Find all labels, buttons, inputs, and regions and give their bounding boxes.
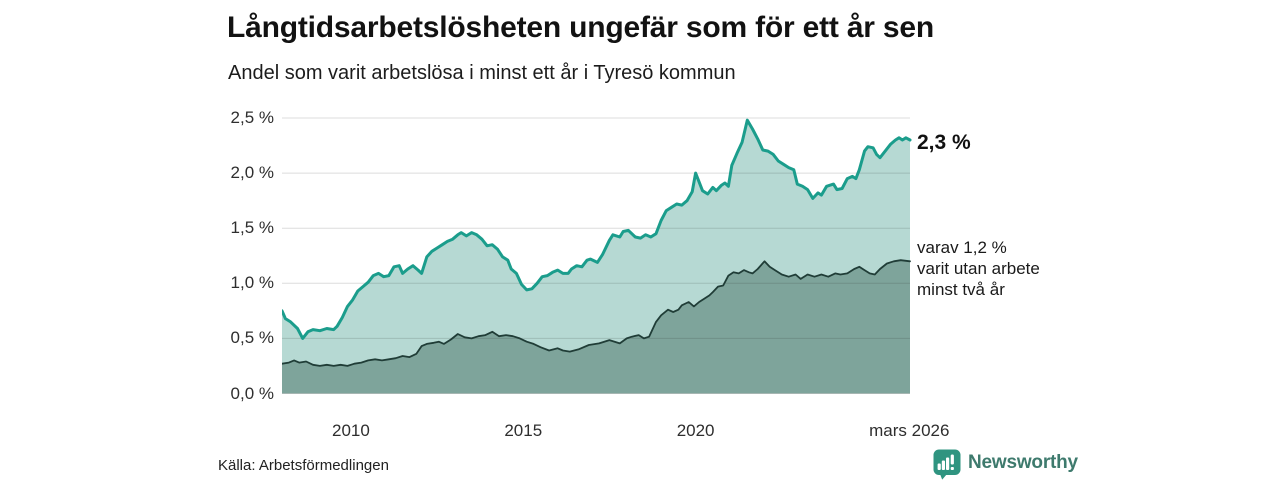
x-axis-label: 2020 — [676, 421, 715, 440]
annotation-two-year-line: minst två år — [917, 280, 1005, 299]
x-axis-label: 2010 — [332, 421, 370, 440]
chart-title: Långtidsarbetslösheten ungefär som för e… — [227, 11, 935, 44]
y-axis-label: 0,0 % — [230, 383, 274, 403]
chart-subtitle: Andel som varit arbetslösa i minst ett å… — [228, 62, 736, 84]
newsworthy-logo: Newsworthy — [933, 449, 1078, 481]
annotation-two-year: varav 1,2 % varit utan arbete minst två … — [917, 237, 1040, 300]
x-axis-label: 2015 — [504, 421, 543, 440]
area-varav utan arbete minst två år — [282, 260, 910, 394]
y-axis-label: 2,5 % — [230, 108, 274, 127]
y-axis-label: 1,0 % — [230, 273, 274, 293]
annotation-latest-value: 2,3 % — [917, 131, 971, 154]
annotation-two-year-line: varit utan arbete — [917, 259, 1040, 278]
annotation-two-year-line: varav 1,2 % — [917, 238, 1007, 257]
x-axis-label: mars 2026 — [869, 421, 950, 440]
source-credit: Källa: Arbetsförmedlingen — [218, 457, 389, 474]
line-Arbetslösa minst ett år — [282, 118, 912, 340]
newsworthy-logo-text: Newsworthy — [968, 452, 1078, 473]
line-varav utan arbete minst två år — [282, 259, 911, 367]
y-axis-label: 0,5 % — [230, 328, 274, 348]
chart-svg — [282, 117, 912, 394]
newsworthy-logo-icon — [933, 449, 961, 480]
y-axis-label: 1,5 % — [230, 218, 274, 238]
y-axis-label: 2,0 % — [230, 163, 274, 183]
